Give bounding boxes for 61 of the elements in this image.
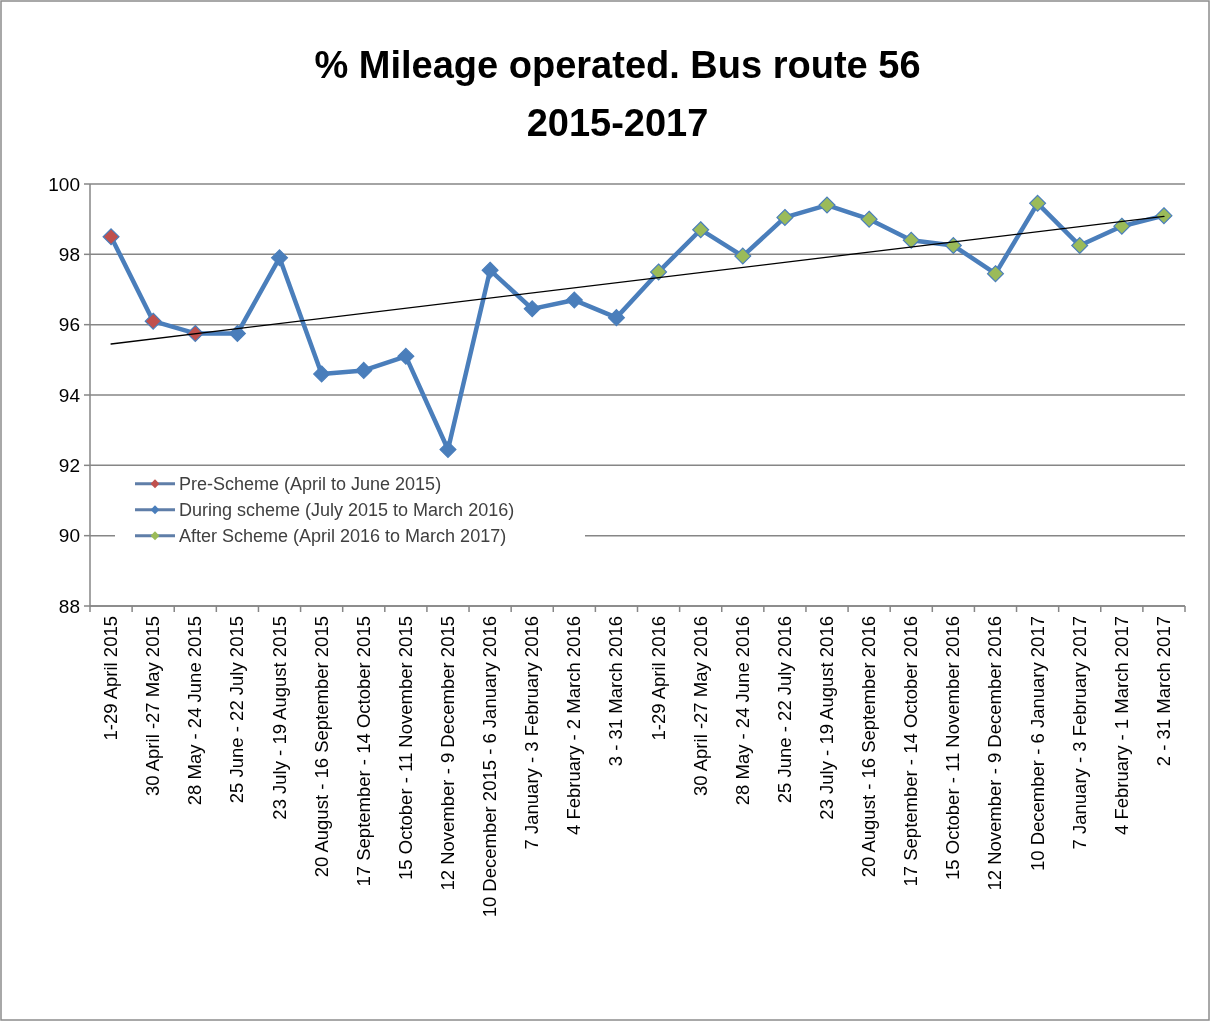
x-tick-label: 28 May - 24 June 2016 <box>731 616 753 806</box>
point <box>1113 217 1131 235</box>
y-tick-label: 100 <box>48 173 80 195</box>
point <box>523 300 541 318</box>
point <box>944 237 962 255</box>
x-tick-label: 30 April -27 May 2016 <box>689 616 711 796</box>
point <box>1029 194 1047 212</box>
x-tick-label: 10 December - 6 January 2017 <box>1026 616 1048 872</box>
y-tick-label: 98 <box>58 243 80 265</box>
x-tick-label: 23 July - 19 August 2015 <box>268 616 290 820</box>
x-tick-label: 15 October - 11 November 2016 <box>942 616 964 880</box>
point <box>1155 207 1173 225</box>
x-tick-label: 2 - 31 March 2017 <box>1152 616 1174 767</box>
y-tick-label: 90 <box>58 525 80 547</box>
x-tick-label: 7 January - 3 February 2017 <box>1068 616 1090 850</box>
x-tick-label: 20 August - 16 September 2015 <box>310 616 332 878</box>
point <box>565 291 583 309</box>
point <box>650 263 668 281</box>
x-tick-label: 25 June - 22 July 2016 <box>773 616 795 804</box>
point <box>271 249 289 267</box>
x-tick-label: 20 August - 16 September 2016 <box>858 616 880 878</box>
legend-label: Pre-Scheme (April to June 2015) <box>179 474 442 495</box>
point <box>776 208 794 226</box>
x-tick-label: 30 April -27 May 2015 <box>142 616 164 796</box>
x-tick-label: 3 - 31 March 2016 <box>605 616 627 767</box>
x-tick-label: 28 May - 24 June 2015 <box>184 616 206 806</box>
point <box>102 228 120 246</box>
x-tick-label: 25 June - 22 July 2015 <box>226 616 248 804</box>
x-tick-label: 15 October - 11 November 2015 <box>394 616 416 880</box>
point <box>313 365 331 383</box>
x-tick-label: 12 November - 9 December 2016 <box>984 616 1006 891</box>
x-tick-label: 10 December 2015 - 6 January 2016 <box>479 616 501 918</box>
legend-label: After Scheme (April 2016 to March 2017) <box>179 526 507 547</box>
point <box>397 347 415 365</box>
chart-title: % Mileage operated. Bus route 56 2015-2017 <box>314 44 921 144</box>
point <box>818 196 836 214</box>
point <box>986 265 1004 283</box>
x-tick-label: 17 September - 14 October 2015 <box>352 616 374 887</box>
point <box>860 210 878 228</box>
x-tick-label: 4 February - 1 March 2017 <box>1110 616 1132 836</box>
y-tick-label: 92 <box>58 454 80 476</box>
point <box>439 440 457 459</box>
y-tick-label: 96 <box>58 314 80 336</box>
point <box>607 309 625 327</box>
x-tick-label: 23 July - 19 August 2016 <box>816 616 838 820</box>
point <box>902 231 920 249</box>
legend-label: During scheme (July 2015 to March 2016) <box>179 500 515 521</box>
point <box>1071 237 1089 255</box>
x-tick-label: 4 February - 2 March 2016 <box>563 616 585 836</box>
point <box>692 221 710 239</box>
x-tick-label: 1-29 April 2016 <box>647 616 669 741</box>
point <box>481 261 499 279</box>
x-tick-label: 7 January - 3 February 2016 <box>521 616 543 850</box>
point <box>734 247 752 265</box>
y-tick-label: 88 <box>58 595 80 617</box>
x-tick-label: 17 September - 14 October 2016 <box>900 616 922 887</box>
x-tick-label: 1-29 April 2015 <box>100 616 122 741</box>
point <box>355 361 373 379</box>
x-tick-label: 12 November - 9 December 2015 <box>436 616 458 891</box>
point <box>144 312 162 330</box>
y-tick-label: 94 <box>58 384 81 406</box>
